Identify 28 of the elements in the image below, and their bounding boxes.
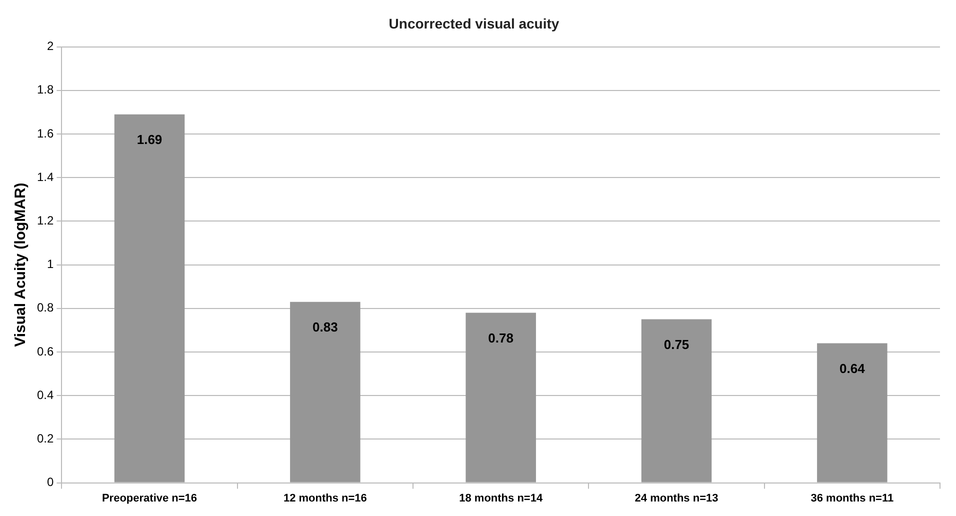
y-tick-label: 1.2 <box>36 214 54 228</box>
bar <box>466 312 536 482</box>
y-tick-label: 0.2 <box>36 432 54 446</box>
bar <box>114 114 185 482</box>
bar <box>290 302 360 482</box>
bar <box>817 343 888 482</box>
data-label: 0.83 <box>312 319 338 334</box>
y-tick-label: 1.6 <box>36 126 54 140</box>
x-tick-label: 12 months n=16 <box>283 492 367 504</box>
y-tick-label: 0 <box>46 475 54 490</box>
data-label: 0.64 <box>840 360 866 376</box>
y-tick-label: 1 <box>46 257 54 272</box>
y-tick-label: 0.8 <box>36 300 54 315</box>
y-tick-label: 1.8 <box>36 82 54 97</box>
data-label: 0.78 <box>488 330 514 346</box>
x-tick-label: 24 months n=13 <box>634 492 718 504</box>
data-label: 1.69 <box>136 132 162 147</box>
chart-title: Uncorrected visual acuity <box>388 15 560 32</box>
x-tick-label: 18 months n=14 <box>459 492 544 504</box>
y-tick-label: 0.6 <box>36 344 54 358</box>
x-tick-label: 36 months n=11 <box>810 492 894 504</box>
y-tick-label: 1.4 <box>36 170 54 184</box>
y-tick-label: 0.4 <box>36 388 54 402</box>
y-axis-title: Visual Acuity (logMAR) <box>12 182 30 347</box>
data-label: 0.75 <box>664 336 690 352</box>
x-tick-label: Preoperative n=16 <box>102 492 198 504</box>
y-tick-label: 2 <box>46 39 54 54</box>
bar <box>641 319 712 482</box>
